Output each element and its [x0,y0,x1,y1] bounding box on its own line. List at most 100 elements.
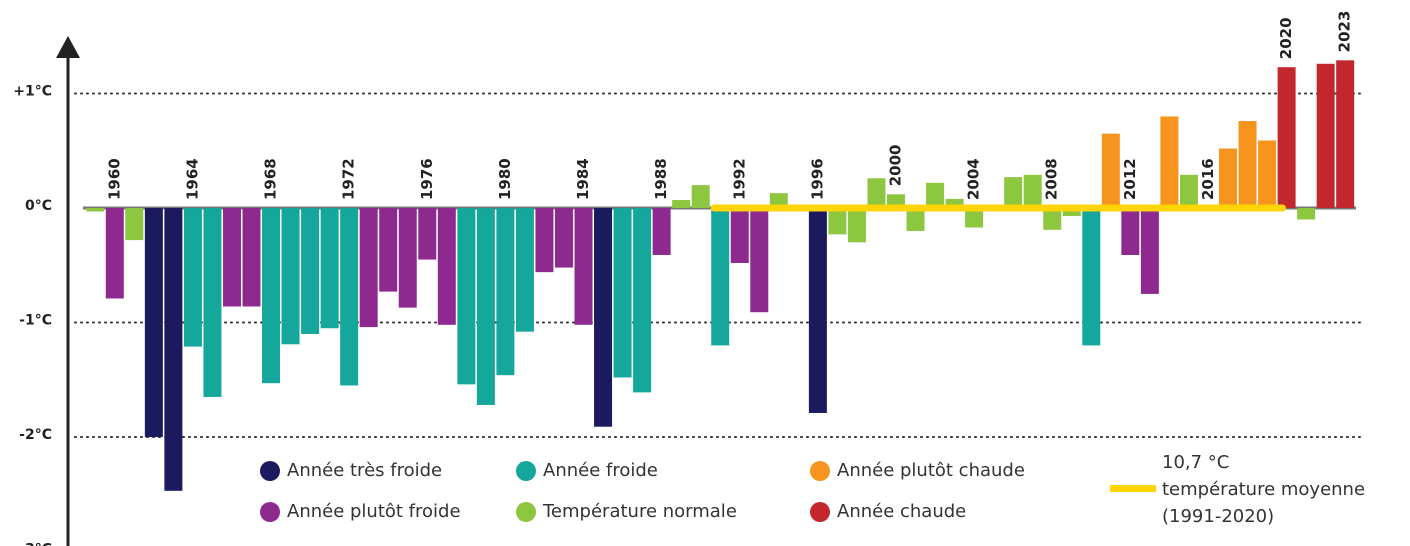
bar [574,208,593,325]
bar [535,208,554,273]
bar [183,208,202,347]
bar [1062,208,1081,217]
bar [1258,140,1277,209]
x-tick-label: 1960 [105,158,123,200]
bar [554,208,573,268]
bar [945,198,964,209]
bar [672,200,691,209]
bar [1121,208,1140,255]
bar [320,208,339,329]
legend-reference-label: 10,7 °C [1162,452,1229,473]
bar [1297,208,1316,220]
bar [125,208,144,241]
x-tick-label: 1996 [808,158,826,200]
bar [1336,60,1355,209]
legend-reference-label: (1991-2020) [1162,506,1274,527]
legend-marker [260,461,280,481]
bar [1277,67,1296,209]
bar [262,208,281,384]
legend-label: Année froide [543,460,658,481]
y-tick-label: +1°C [13,84,52,100]
bar [1238,121,1257,209]
bar [164,208,183,491]
bar [144,208,163,438]
y-tick-label: -3°C [19,542,52,546]
bar [496,208,515,376]
legend-label: Température normale [542,501,737,522]
bar [340,208,359,386]
bar [437,208,456,325]
bar [1004,177,1023,209]
bar [691,185,710,209]
bar [1160,116,1179,209]
x-tick-label: 1988 [652,158,670,200]
bar [652,208,671,255]
legend-marker [516,502,536,522]
bar [379,208,398,292]
x-tick-label: 2008 [1043,158,1061,200]
bar [1023,174,1042,209]
x-tick-label: 1964 [183,158,201,200]
bar [1140,208,1159,294]
bar [847,208,866,243]
bar [281,208,300,345]
bar [1101,133,1120,209]
bar [594,208,613,427]
bar [222,208,241,307]
bar [730,208,749,263]
bar [906,208,925,231]
x-tick-label: 1984 [574,158,592,200]
bar [867,178,886,209]
bar [828,208,847,235]
bar [301,208,320,334]
y-tick-label: -1°C [19,313,52,329]
legend-marker [810,461,830,481]
bar [633,208,652,393]
bar [418,208,437,260]
y-tick-label: -2°C [19,427,52,443]
bar [242,208,261,307]
y-tick-label: 0°C [25,198,52,214]
bar [613,208,632,378]
bar [1316,63,1335,209]
x-tick-label: 2016 [1199,158,1217,200]
bar [750,208,769,313]
bar [1219,148,1238,209]
legend-label: Année très froide [287,460,442,481]
bar [476,208,495,405]
bar [457,208,476,385]
x-tick-label: 1972 [340,158,358,200]
x-tick-label: 2020 [1277,17,1295,59]
legend-marker [516,461,536,481]
legend-reference-swatch [1110,485,1156,492]
legend-label: Année chaude [837,501,966,522]
x-tick-label: 1980 [496,158,514,200]
legend-marker [810,502,830,522]
legend-reference-label: température moyenne [1162,479,1365,500]
bar [926,182,945,209]
bar [769,193,788,209]
y-axis-arrow [56,36,80,58]
bar [359,208,378,328]
legend-label: Année plutôt froide [287,501,461,522]
legend-label: Année plutôt chaude [837,460,1025,481]
bar [711,208,730,346]
bar [1082,208,1101,346]
bar [86,208,105,212]
x-tick-label: 1992 [730,158,748,200]
x-tick-label: 1968 [262,158,280,200]
x-tick-label: 2004 [965,158,983,200]
bar [515,208,534,332]
bar [203,208,222,397]
x-tick-label: 2023 [1336,11,1354,53]
x-tick-label: 1976 [418,158,436,200]
legend-marker [260,502,280,522]
bar [1179,174,1198,209]
x-tick-label: 2000 [886,145,904,187]
bar [965,208,984,228]
bar [105,208,124,299]
bar [1043,208,1062,230]
x-tick-label: 2012 [1121,158,1139,200]
bar [808,208,827,413]
